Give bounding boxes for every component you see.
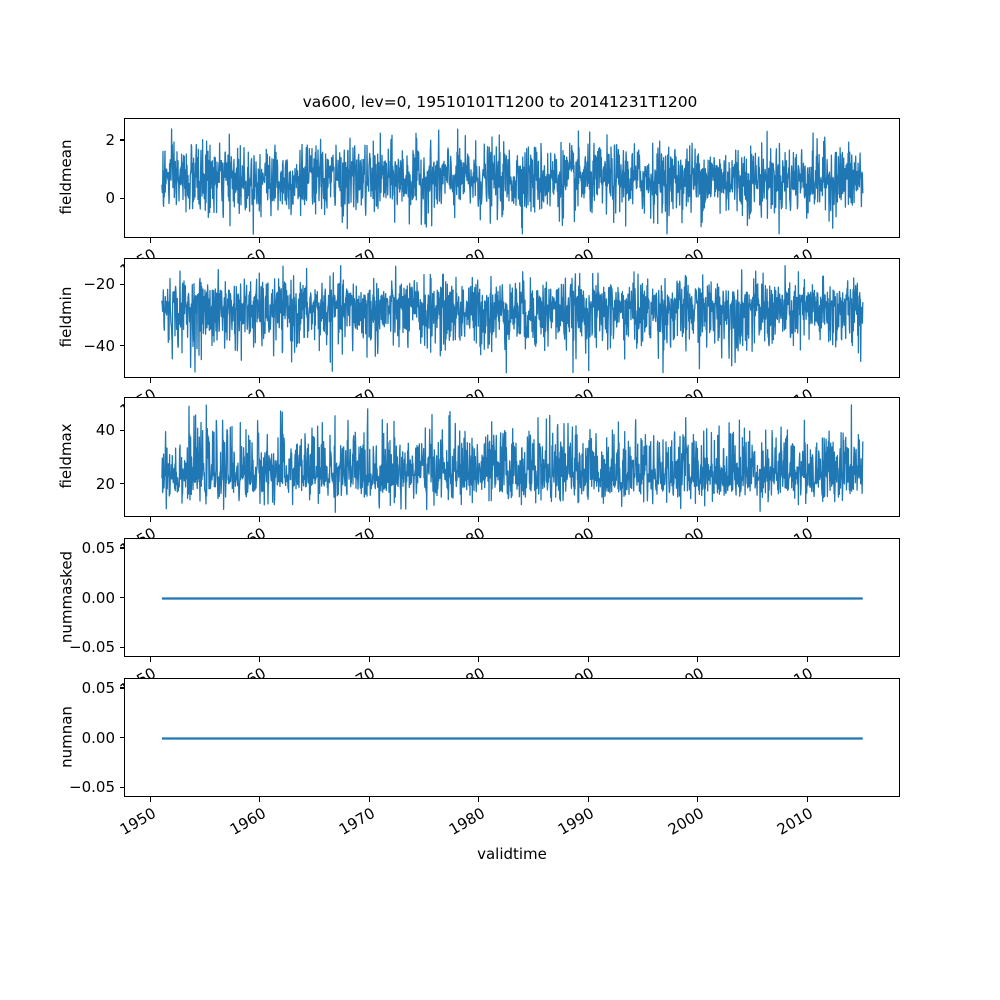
xtick-mark-fieldmean-2 (368, 238, 370, 243)
ytick-mark-fieldmin-1 (119, 345, 124, 347)
xtick-label-numnan-2: 1970 (335, 804, 378, 839)
xtick-mark-nummasked-3 (478, 657, 480, 662)
xtick-mark-numnan-0 (149, 797, 151, 802)
y-axis-label-fieldmean: fieldmean (57, 139, 75, 215)
xtick-mark-nummasked-5 (697, 657, 699, 662)
plot-panel-numnan (124, 678, 900, 797)
xtick-mark-numnan-1 (259, 797, 261, 802)
y-axis-label-numnan: numnan (57, 705, 75, 768)
plot-panel-nummasked (124, 538, 900, 657)
xtick-mark-fieldmin-6 (806, 378, 808, 383)
xtick-mark-fieldmean-4 (587, 238, 589, 243)
xtick-label-numnan-3: 1980 (445, 804, 488, 839)
xtick-mark-nummasked-0 (149, 657, 151, 662)
series-numnan (161, 737, 863, 740)
xtick-mark-fieldmin-0 (149, 378, 151, 383)
ytick-mark-fieldmax-0 (119, 429, 124, 431)
x-axis-label: validtime (477, 845, 547, 863)
ytick-mark-numnan-1 (119, 737, 124, 739)
ytick-label-fieldmin-0: −20 (83, 275, 115, 294)
xtick-mark-numnan-3 (478, 797, 480, 802)
figure-title: va600, lev=0, 19510101T1200 to 20141231T… (302, 93, 698, 111)
ytick-label-numnan-1: 0.00 (81, 728, 115, 747)
plot-panel-fieldmin (124, 258, 900, 378)
series-fieldmin (161, 265, 864, 374)
xtick-mark-numnan-6 (806, 797, 808, 802)
ytick-label-fieldmax-1: 20 (95, 474, 115, 493)
xtick-label-numnan-4: 1990 (554, 804, 597, 839)
xtick-mark-fieldmean-3 (478, 238, 480, 243)
series-nummasked (161, 597, 863, 600)
ytick-mark-fieldmean-0 (119, 139, 124, 141)
ytick-label-nummasked-0: 0.05 (81, 538, 115, 557)
y-axis-label-fieldmax: fieldmax (57, 423, 75, 489)
xtick-mark-fieldmean-5 (697, 238, 699, 243)
xtick-mark-fieldmin-4 (587, 378, 589, 383)
xtick-mark-nummasked-6 (806, 657, 808, 662)
ytick-mark-nummasked-0 (119, 547, 124, 549)
xtick-mark-nummasked-2 (368, 657, 370, 662)
y-axis-label-nummasked: nummasked (57, 550, 75, 643)
plot-panel-fieldmax (124, 397, 900, 517)
xtick-mark-nummasked-1 (259, 657, 261, 662)
xtick-label-numnan-1: 1960 (226, 804, 269, 839)
ytick-label-fieldmax-0: 40 (95, 421, 115, 440)
y-axis-label-fieldmin: fieldmin (57, 286, 75, 348)
ytick-mark-nummasked-1 (119, 597, 124, 599)
ytick-label-fieldmean-1: 0 (105, 189, 115, 208)
xtick-mark-numnan-5 (697, 797, 699, 802)
xtick-label-numnan-0: 1950 (116, 804, 159, 839)
ytick-label-fieldmin-1: −40 (83, 336, 115, 355)
xtick-mark-fieldmin-2 (368, 378, 370, 383)
ytick-label-fieldmean-0: 2 (105, 130, 115, 149)
ytick-mark-fieldmax-1 (119, 483, 124, 485)
ytick-label-nummasked-1: 0.00 (81, 588, 115, 607)
xtick-mark-fieldmax-1 (259, 517, 261, 522)
xtick-label-numnan-6: 2010 (773, 804, 816, 839)
xtick-mark-fieldmax-5 (697, 517, 699, 522)
xtick-mark-numnan-2 (368, 797, 370, 802)
ytick-label-numnan-2: −0.05 (69, 778, 115, 797)
xtick-mark-fieldmin-5 (697, 378, 699, 383)
ytick-mark-numnan-0 (119, 687, 124, 689)
xtick-mark-nummasked-4 (587, 657, 589, 662)
series-fieldmean (161, 128, 864, 235)
xtick-mark-fieldmean-1 (259, 238, 261, 243)
xtick-label-numnan-5: 2000 (664, 804, 707, 839)
xtick-mark-fieldmin-3 (478, 378, 480, 383)
xtick-mark-fieldmax-2 (368, 517, 370, 522)
plot-panel-fieldmean (124, 118, 900, 238)
series-fieldmax (161, 404, 864, 513)
xtick-mark-fieldmin-1 (259, 378, 261, 383)
ytick-mark-numnan-2 (119, 786, 124, 788)
xtick-mark-fieldmean-0 (149, 238, 151, 243)
xtick-mark-fieldmax-4 (587, 517, 589, 522)
xtick-mark-fieldmean-6 (806, 238, 808, 243)
ytick-mark-fieldmean-1 (119, 197, 124, 200)
xtick-mark-numnan-4 (587, 797, 589, 802)
xtick-mark-fieldmax-0 (149, 517, 151, 522)
ytick-label-numnan-0: 0.05 (81, 678, 115, 697)
xtick-mark-fieldmax-6 (806, 517, 808, 522)
xtick-mark-fieldmax-3 (478, 517, 480, 522)
ytick-mark-fieldmin-0 (119, 283, 124, 285)
ytick-label-nummasked-2: −0.05 (69, 638, 115, 657)
ytick-mark-nummasked-2 (119, 646, 124, 648)
